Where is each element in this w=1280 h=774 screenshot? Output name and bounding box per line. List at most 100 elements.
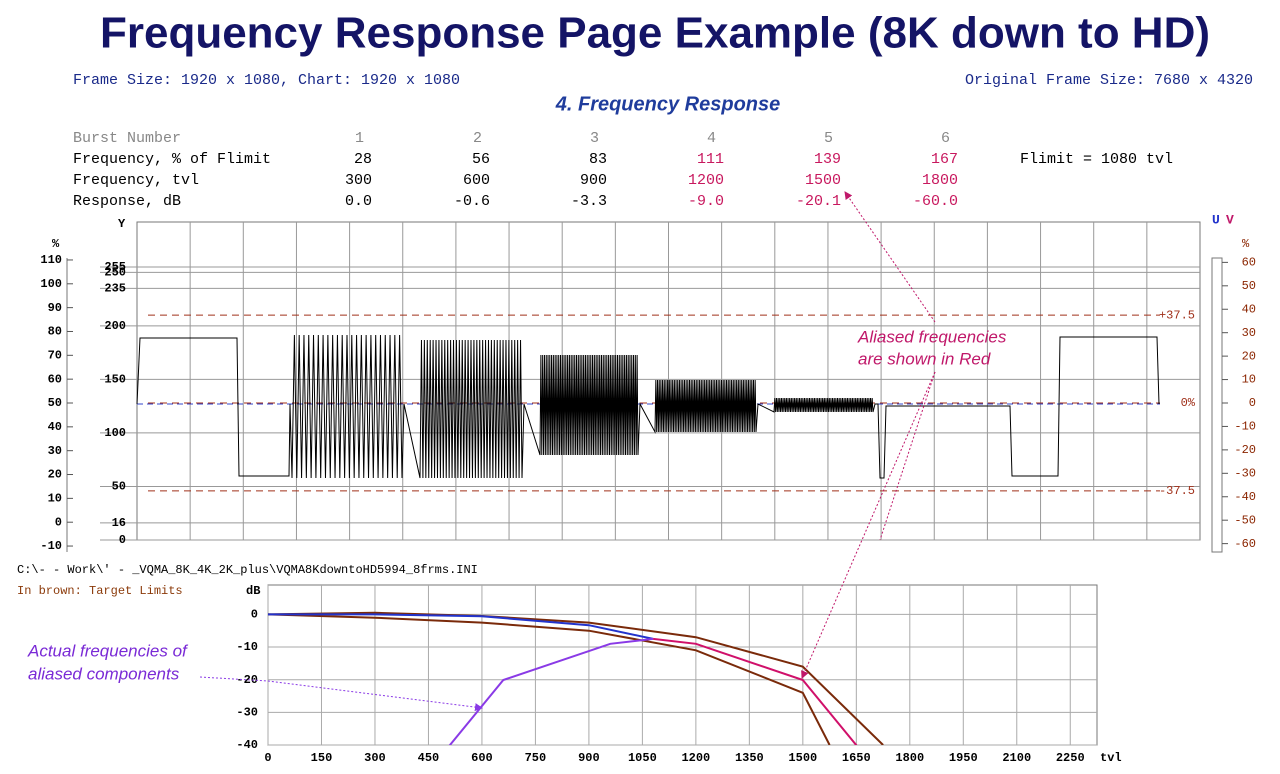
annotation: Actual frequencies of: [27, 641, 189, 660]
series-line: [652, 637, 858, 745]
table-cell: 83: [589, 151, 607, 168]
y-axis-label: Y: [118, 217, 126, 231]
pct-tick-label: -10: [40, 539, 62, 553]
y2-tick-label: 0: [1249, 396, 1256, 410]
annotation: are shown in Red: [858, 349, 991, 368]
pct-tick-label: 50: [48, 396, 62, 410]
x-tick-label: 2250: [1056, 751, 1085, 765]
y2-tick-label: 10: [1242, 373, 1256, 387]
x-tick-label: 0: [264, 751, 271, 765]
flimit: Flimit = 1080 tvl: [1020, 151, 1173, 168]
y2-axis-label: %: [1242, 237, 1250, 251]
arrow: [879, 371, 936, 541]
pct-tick-label: 100: [40, 277, 62, 291]
table-cell: -3.3: [571, 193, 607, 210]
pct-tick-label: 30: [48, 444, 62, 458]
pct-tick-label: 20: [48, 468, 62, 482]
pct-tick-label: 90: [48, 301, 62, 315]
x-tick-label: 900: [578, 751, 600, 765]
page-title: Frequency Response Page Example (8K down…: [100, 9, 1210, 58]
x-axis-label: tvl: [1100, 751, 1122, 765]
y2-tick-label: 20: [1242, 349, 1256, 363]
pct-tick-label: 80: [48, 325, 62, 339]
table-cell: -0.6: [454, 193, 490, 210]
x-tick-label: 450: [418, 751, 440, 765]
row-label: Response, dB: [73, 193, 181, 210]
table-cell: 139: [814, 151, 841, 168]
u-label: U: [1212, 212, 1220, 227]
y-tick-label: 255: [104, 260, 126, 274]
pct-tick-label: 10: [48, 492, 62, 506]
section-title: 4. Frequency Response: [555, 93, 781, 115]
row-label: Frequency, % of Flimit: [73, 151, 271, 168]
annotation: aliased components: [28, 664, 180, 683]
y-tick-label: 200: [104, 319, 126, 333]
x-tick-label: 1650: [842, 751, 871, 765]
pct-tick-label: 0: [55, 515, 62, 529]
y-tick-label: 0: [251, 608, 258, 622]
table-cell: 56: [472, 151, 490, 168]
column-header: 2: [473, 130, 482, 147]
x-tick-label: 1200: [681, 751, 710, 765]
y2-tick-label: -30: [1234, 466, 1256, 480]
plot-area: [267, 584, 1098, 746]
pct-tick-label: 40: [48, 420, 62, 434]
table-cell: 600: [463, 172, 490, 189]
column-header: 6: [941, 130, 950, 147]
table-cell: 111: [697, 151, 724, 168]
x-tick-label: 1950: [949, 751, 978, 765]
x-tick-label: 1350: [735, 751, 764, 765]
series-line: [268, 611, 884, 745]
frame-info: Frame Size: 1920 x 1080, Chart: 1920 x 1…: [73, 72, 460, 89]
y-tick-label: 100: [104, 426, 126, 440]
pct-tick-label: 60: [48, 372, 62, 386]
y2-tick-label: 40: [1242, 302, 1256, 316]
table-cell: -20.1: [796, 193, 841, 210]
series-group: [268, 611, 884, 745]
series-line: [268, 613, 654, 640]
y2-axis: [1211, 257, 1223, 553]
y2-tick-label: -10: [1234, 420, 1256, 434]
y-tick-label: 235: [104, 282, 126, 296]
reference-label: 0%: [1181, 396, 1196, 410]
y-tick-label: -10: [236, 640, 258, 654]
table-cell: 1200: [688, 172, 724, 189]
y-tick-label: 250: [104, 265, 126, 279]
table-cell: -9.0: [688, 193, 724, 210]
row-label: Frequency, tvl: [73, 172, 199, 189]
target-note: In brown: Target Limits: [17, 584, 183, 598]
original-frame: Original Frame Size: 7680 x 4320: [965, 72, 1253, 89]
series-line: [448, 637, 654, 745]
y-tick-label: -20: [236, 673, 258, 687]
reference-label: +37.5: [1159, 308, 1195, 322]
table-cell: 900: [580, 172, 607, 189]
x-tick-label: 1050: [628, 751, 657, 765]
y2-tick-label: -60: [1234, 537, 1256, 551]
pct-tick-label: 110: [40, 253, 62, 267]
x-tick-label: 600: [471, 751, 493, 765]
table-cell: 167: [931, 151, 958, 168]
y-tick-label: 50: [112, 480, 126, 494]
y2-tick-label: -40: [1234, 490, 1256, 504]
column-header: 1: [355, 130, 364, 147]
y-tick-label: 16: [112, 516, 126, 530]
file-path: C:\- - Work\' - _VQMA_8K_4K_2K_plus\VQMA…: [17, 563, 478, 577]
annotation: Aliased frequencies: [857, 327, 1007, 346]
x-tick-label: 300: [364, 751, 386, 765]
x-tick-label: 1800: [895, 751, 924, 765]
x-tick-label: 1500: [788, 751, 817, 765]
table-cell: 1800: [922, 172, 958, 189]
y2-tick-label: 30: [1242, 326, 1256, 340]
response-chart: 0 150 300 450 600 750 900 1050 1200 1350 1500 1650 1…: [236, 584, 1122, 765]
y2-tick-label: 50: [1242, 279, 1256, 293]
x-tick-label: 2100: [1002, 751, 1031, 765]
y-tick-label: -30: [236, 706, 258, 720]
x-tick-label: 150: [311, 751, 333, 765]
y-axis-label: dB: [246, 584, 260, 598]
y2-tick-label: 60: [1242, 256, 1256, 270]
table-cell: -60.0: [913, 193, 958, 210]
signal-trace: [136, 334, 1160, 479]
pct-tick-label: 70: [48, 348, 62, 362]
table-header: Burst Number: [73, 130, 181, 147]
